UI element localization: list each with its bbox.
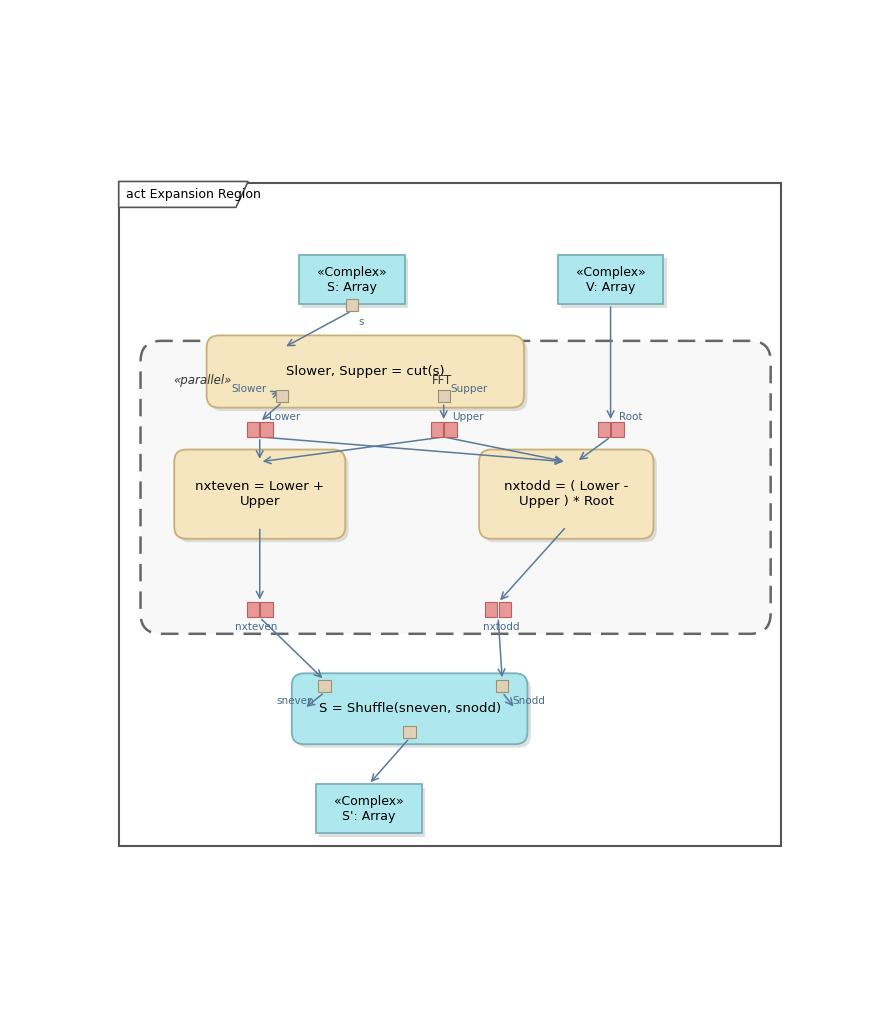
Bar xyxy=(247,602,259,618)
Bar xyxy=(247,422,259,437)
Bar xyxy=(560,259,666,308)
FancyBboxPatch shape xyxy=(479,449,652,539)
Bar xyxy=(260,422,272,437)
Bar xyxy=(403,726,415,738)
Text: Snodd: Snodd xyxy=(512,696,544,706)
FancyBboxPatch shape xyxy=(206,335,523,408)
Polygon shape xyxy=(119,181,248,207)
Text: FFT: FFT xyxy=(431,374,452,386)
Text: «parallel»: «parallel» xyxy=(173,374,231,386)
Bar xyxy=(499,602,510,618)
Text: Root: Root xyxy=(619,412,642,422)
Bar xyxy=(437,390,450,403)
Text: Supper: Supper xyxy=(450,384,487,394)
Bar xyxy=(345,299,357,311)
Text: «Complex»
V: Array: «Complex» V: Array xyxy=(575,266,644,293)
FancyBboxPatch shape xyxy=(482,452,656,542)
Bar xyxy=(430,422,443,437)
FancyBboxPatch shape xyxy=(174,449,345,539)
FancyBboxPatch shape xyxy=(291,674,527,744)
Text: act Expansion Region: act Expansion Region xyxy=(126,187,260,201)
Text: Upper: Upper xyxy=(452,412,484,422)
Bar xyxy=(315,785,421,834)
Bar xyxy=(260,602,272,618)
Bar xyxy=(558,255,663,304)
Text: Slower: Slower xyxy=(231,384,266,394)
Text: Lower: Lower xyxy=(269,412,299,422)
Text: s: s xyxy=(358,317,363,327)
Bar xyxy=(319,788,424,837)
Text: nxteven = Lower +
Upper: nxteven = Lower + Upper xyxy=(195,480,324,508)
Text: nxtodd: nxtodd xyxy=(483,622,519,632)
Text: sneven: sneven xyxy=(277,696,314,706)
Text: «Complex»
S: Array: «Complex» S: Array xyxy=(316,266,386,293)
Bar xyxy=(276,390,288,403)
Text: «Complex»
S': Array: «Complex» S': Array xyxy=(334,795,403,823)
Bar xyxy=(485,602,497,618)
Bar xyxy=(299,255,404,304)
FancyBboxPatch shape xyxy=(177,452,349,542)
Bar xyxy=(444,422,456,437)
FancyBboxPatch shape xyxy=(140,341,770,634)
Text: Slower, Supper = cut(s): Slower, Supper = cut(s) xyxy=(285,365,444,378)
Text: nxteven: nxteven xyxy=(235,622,277,632)
Bar xyxy=(495,680,507,692)
FancyBboxPatch shape xyxy=(295,677,530,748)
Bar xyxy=(610,422,623,437)
Bar xyxy=(302,259,407,308)
FancyBboxPatch shape xyxy=(210,339,527,411)
Text: nxtodd = ( Lower -
Upper ) * Root: nxtodd = ( Lower - Upper ) * Root xyxy=(504,480,628,508)
Text: S = Shuffle(sneven, snodd): S = Shuffle(sneven, snodd) xyxy=(318,702,500,715)
Bar xyxy=(318,680,330,692)
Bar xyxy=(597,422,609,437)
